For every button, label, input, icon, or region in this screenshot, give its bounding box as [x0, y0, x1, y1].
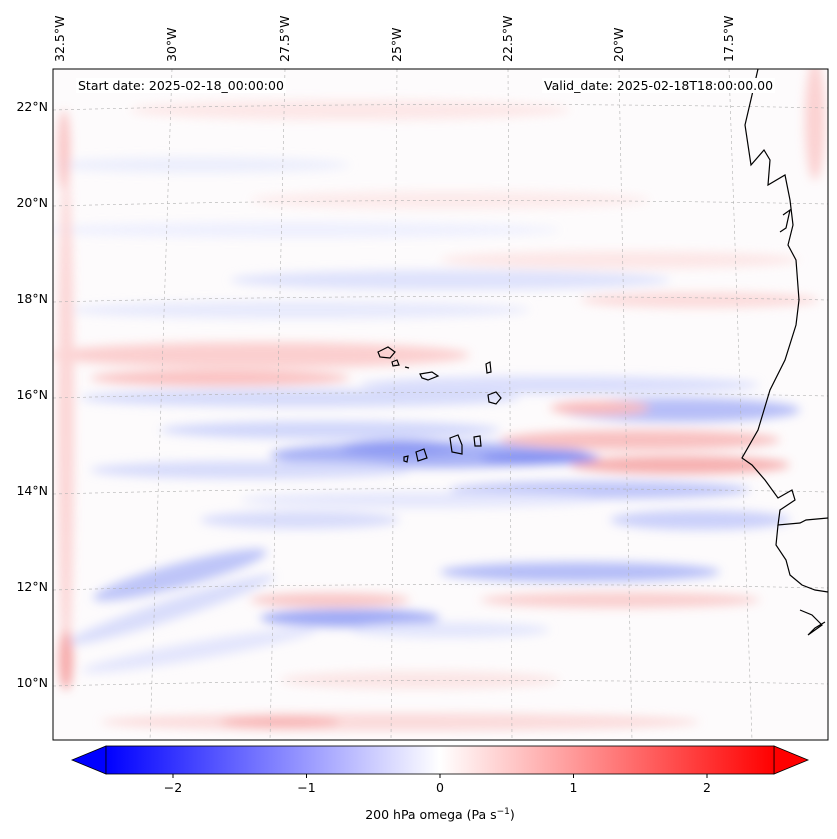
lon-label: 27.5°W — [277, 15, 292, 62]
colorbar-gradient — [105, 745, 775, 775]
lat-label: 20°N — [16, 195, 48, 210]
lon-label: 17.5°W — [721, 15, 736, 62]
colorbar-tick-label: 0 — [436, 780, 444, 795]
lon-label: 30°W — [164, 27, 179, 62]
lat-label: 16°N — [16, 387, 48, 402]
lat-label: 14°N — [16, 483, 48, 498]
colorbar-tick-label: 1 — [569, 780, 578, 795]
lon-label: 25°W — [389, 27, 404, 62]
coastline — [741, 69, 828, 636]
colorbar-title: 200 hPa omega (Pa s−1) — [365, 807, 515, 822]
colorbar-title-exponent: −1 — [496, 807, 510, 817]
lat-label: 10°N — [16, 675, 48, 690]
colorbar — [70, 745, 810, 778]
colorbar-tick-label: −1 — [297, 780, 316, 795]
valid-date-label: Valid_date: 2025-02-18T18:00:00.00 — [542, 78, 776, 93]
lon-label: 20°W — [611, 27, 626, 62]
lat-label: 18°N — [16, 291, 48, 306]
lon-label: 22.5°W — [500, 15, 515, 62]
map-frame — [52, 68, 829, 741]
colorbar-tick-label: −2 — [163, 780, 183, 795]
gridlines — [53, 69, 828, 740]
colorbar-max-extension — [773, 745, 810, 775]
lat-label: 22°N — [16, 99, 48, 114]
colorbar-tick-label: 2 — [703, 780, 711, 795]
colorbar-min-extension — [70, 745, 107, 775]
start-date-label: Start date: 2025-02-18_00:00:00 — [76, 78, 286, 93]
lat-label: 12°N — [16, 579, 48, 594]
colorbar-title-close: ) — [509, 807, 515, 823]
colorbar-title-text: 200 hPa omega (Pa s — [365, 807, 497, 823]
cape-verde-islands — [377, 346, 502, 463]
lon-label: 32.5°W — [52, 15, 67, 62]
